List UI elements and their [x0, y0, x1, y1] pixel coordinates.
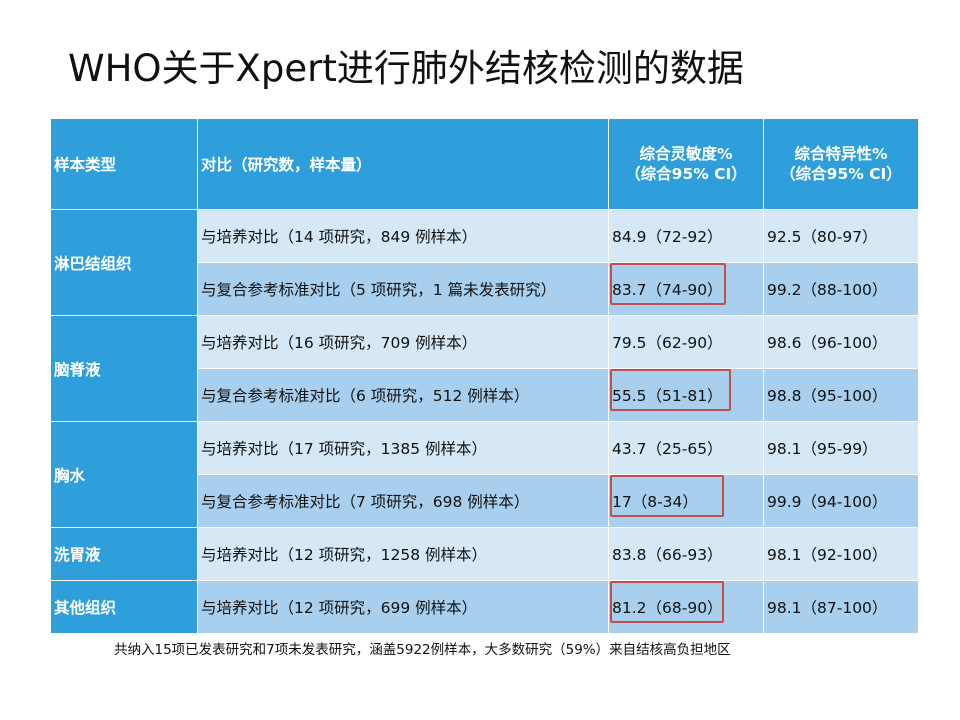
sensitivity-cell: 43.7（25-65）: [608, 421, 764, 475]
sensitivity-value: 17（8-34）: [612, 493, 698, 511]
header-comparison: 对比（研究数，样本量）: [197, 118, 609, 210]
highlight-box: [610, 581, 724, 623]
footnote: 共纳入15项已发表研究和7项未发表研究，涵盖5922例样本，大多数研究（59%）…: [114, 642, 731, 658]
header-sensitivity-line2: （综合95% CI）: [625, 165, 747, 183]
comparison-cell: 与培养对比（12 项研究，699 例样本）: [197, 580, 609, 634]
table-row: 胸水 与培养对比（17 项研究，1385 例样本） 43.7（25-65） 98…: [50, 421, 919, 528]
sensitivity-cell: 84.9（72-92）: [608, 209, 764, 263]
sample-type-cell: 其他组织: [50, 580, 198, 634]
sample-type-cell: 淋巴结组织: [50, 209, 198, 316]
highlight-box: [610, 369, 731, 411]
sensitivity-value: 83.7（74-90）: [612, 281, 723, 299]
highlight-box: [610, 263, 726, 305]
comparison-cell: 与培养对比（14 项研究，849 例样本）: [197, 209, 609, 263]
specificity-cell: 98.8（95-100）: [763, 368, 919, 422]
comparison-cell: 与复合参考标准对比（7 项研究，698 例样本）: [197, 474, 609, 528]
header-sensitivity: 综合灵敏度% （综合95% CI）: [608, 118, 764, 210]
header-specificity-line2: （综合95% CI）: [780, 165, 902, 183]
specificity-cell: 92.5（80-97）: [763, 209, 919, 263]
table-row: 与复合参考标准对比（7 项研究，698 例样本） 17（8-34） 99.9（9…: [51, 474, 919, 528]
table-row: 淋巴结组织 与培养对比（14 项研究，849 例样本） 84.9（72-92） …: [50, 209, 919, 316]
table-row: 脑脊液 与培养对比（16 项研究，709 例样本） 79.5（62-90） 98…: [50, 315, 919, 422]
specificity-cell: 99.2（88-100）: [763, 262, 919, 316]
highlight-box: [610, 475, 724, 517]
header-specificity: 综合特异性% （综合95% CI）: [763, 118, 919, 210]
specificity-cell: 98.1（87-100）: [763, 580, 919, 634]
comparison-cell: 与复合参考标准对比（5 项研究，1 篇未发表研究）: [197, 262, 609, 316]
table-row: 洗胃液 与培养对比（12 项研究，1258 例样本） 83.8（66-93） 9…: [50, 527, 919, 581]
sample-type-cell: 脑脊液: [50, 315, 198, 422]
sensitivity-cell-highlighted: 17（8-34）: [608, 474, 764, 528]
comparison-cell: 与培养对比（12 项研究，1258 例样本）: [197, 527, 609, 581]
sensitivity-cell-highlighted: 55.5（51-81）: [608, 368, 764, 422]
header-sensitivity-line1: 综合灵敏度%: [639, 145, 733, 163]
page-title: WHO关于Xpert进行肺外结核检测的数据: [68, 47, 744, 90]
comparison-cell: 与复合参考标准对比（6 项研究，512 例样本）: [197, 368, 609, 422]
specificity-cell: 99.9（94-100）: [763, 474, 919, 528]
specificity-cell: 98.1（92-100）: [763, 527, 919, 581]
table-row: 其他组织 与培养对比（12 项研究，699 例样本） 81.2（68-90） 9…: [50, 580, 919, 634]
header-sample-type: 样本类型: [50, 118, 198, 210]
header-specificity-line1: 综合特异性%: [794, 145, 888, 163]
xpert-data-table: 样本类型 对比（研究数，样本量） 综合灵敏度% （综合95% CI） 综合特异性…: [50, 118, 919, 634]
sensitivity-value: 81.2（68-90）: [612, 599, 723, 617]
table-row: 与复合参考标准对比（5 项研究，1 篇未发表研究） 83.7（74-90） 99…: [51, 262, 919, 316]
sensitivity-value: 55.5（51-81）: [612, 387, 723, 405]
table-row: 与复合参考标准对比（6 项研究，512 例样本） 55.5（51-81） 98.…: [51, 368, 919, 422]
sample-type-cell: 洗胃液: [50, 527, 198, 581]
sensitivity-cell: 79.5（62-90）: [608, 315, 764, 369]
comparison-cell: 与培养对比（17 项研究，1385 例样本）: [197, 421, 609, 475]
sensitivity-cell-highlighted: 81.2（68-90）: [608, 580, 764, 634]
sensitivity-cell-highlighted: 83.7（74-90）: [608, 262, 764, 316]
specificity-cell: 98.1（95-99）: [763, 421, 919, 475]
specificity-cell: 98.6（96-100）: [763, 315, 919, 369]
table-header-row: 样本类型 对比（研究数，样本量） 综合灵敏度% （综合95% CI） 综合特异性…: [50, 118, 919, 210]
comparison-cell: 与培养对比（16 项研究，709 例样本）: [197, 315, 609, 369]
sensitivity-cell: 83.8（66-93）: [608, 527, 764, 581]
sample-type-cell: 胸水: [50, 421, 198, 528]
